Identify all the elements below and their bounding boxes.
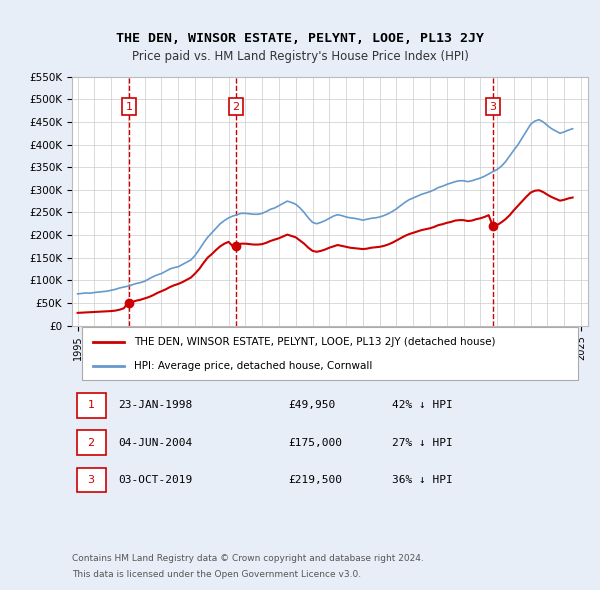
Text: Price paid vs. HM Land Registry's House Price Index (HPI): Price paid vs. HM Land Registry's House … (131, 50, 469, 63)
Text: 03-OCT-2019: 03-OCT-2019 (118, 475, 193, 485)
Text: 2: 2 (88, 438, 95, 448)
Text: Contains HM Land Registry data © Crown copyright and database right 2024.: Contains HM Land Registry data © Crown c… (72, 555, 424, 563)
Text: 3: 3 (490, 101, 496, 112)
Text: THE DEN, WINSOR ESTATE, PELYNT, LOOE, PL13 2JY (detached house): THE DEN, WINSOR ESTATE, PELYNT, LOOE, PL… (134, 337, 496, 347)
Text: £49,950: £49,950 (289, 401, 336, 411)
Text: 3: 3 (88, 475, 95, 485)
Text: This data is licensed under the Open Government Licence v3.0.: This data is licensed under the Open Gov… (72, 571, 361, 579)
Text: THE DEN, WINSOR ESTATE, PELYNT, LOOE, PL13 2JY: THE DEN, WINSOR ESTATE, PELYNT, LOOE, PL… (116, 32, 484, 45)
Text: 23-JAN-1998: 23-JAN-1998 (118, 401, 193, 411)
Text: 42% ↓ HPI: 42% ↓ HPI (392, 401, 452, 411)
Text: 1: 1 (88, 401, 95, 411)
Text: 27% ↓ HPI: 27% ↓ HPI (392, 438, 452, 448)
Text: 2: 2 (232, 101, 239, 112)
Text: HPI: Average price, detached house, Cornwall: HPI: Average price, detached house, Corn… (134, 360, 372, 371)
FancyBboxPatch shape (82, 327, 578, 380)
FancyBboxPatch shape (77, 430, 106, 455)
Text: £219,500: £219,500 (289, 475, 343, 485)
Text: 04-JUN-2004: 04-JUN-2004 (118, 438, 193, 448)
FancyBboxPatch shape (77, 393, 106, 418)
Text: £175,000: £175,000 (289, 438, 343, 448)
FancyBboxPatch shape (77, 468, 106, 493)
Text: 1: 1 (125, 101, 133, 112)
Text: 36% ↓ HPI: 36% ↓ HPI (392, 475, 452, 485)
